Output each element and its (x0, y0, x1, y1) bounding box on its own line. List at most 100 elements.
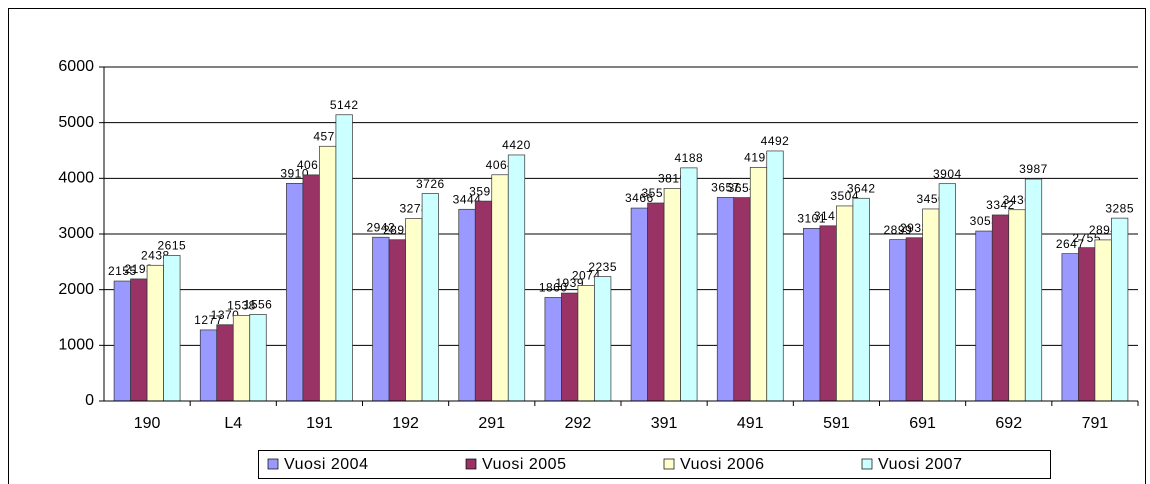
data-label: 3910 (280, 167, 309, 181)
bar (975, 230, 993, 402)
data-label: 3278 (399, 202, 428, 216)
bar (680, 167, 698, 402)
bar (733, 197, 751, 402)
bar (1094, 239, 1112, 402)
legend-box (258, 450, 1051, 479)
legend-label: Vuosi 2006 (680, 456, 764, 473)
bar (889, 239, 907, 402)
data-label: 1370 (211, 308, 240, 322)
x-tick-label: 292 (565, 415, 592, 432)
bar (991, 214, 1010, 402)
data-label: 3466 (625, 191, 654, 205)
bar (302, 174, 320, 402)
bar (577, 285, 595, 402)
data-label: 3904 (933, 167, 962, 181)
data-label: 2438 (141, 248, 170, 262)
legend-label: Vuosi 2007 (878, 456, 962, 473)
data-label: 2235 (588, 260, 617, 274)
data-label: 4420 (502, 138, 531, 152)
data-label: 1939 (555, 276, 584, 290)
data-label: 3450 (916, 192, 945, 206)
bar (163, 255, 181, 402)
bar (749, 167, 768, 402)
data-label: 2933 (900, 221, 929, 235)
bar (905, 237, 923, 402)
data-label: 3657 (711, 181, 740, 195)
data-label: 2899 (883, 223, 912, 237)
data-label: 2074 (572, 269, 601, 283)
bar (249, 314, 267, 402)
bar (405, 218, 423, 402)
y-tick-label: 5000 (58, 114, 94, 131)
bar (716, 197, 735, 402)
data-label: 2894 (1089, 223, 1118, 237)
y-tick-label: 6000 (58, 58, 94, 75)
data-label: 1860 (539, 281, 568, 295)
bar (819, 225, 837, 402)
bar (630, 207, 648, 402)
legend-swatch (465, 458, 477, 470)
data-label: 2755 (1072, 231, 1101, 245)
bar (803, 228, 821, 402)
data-label: 3591 (469, 184, 498, 198)
data-label: 3436 (1003, 193, 1032, 207)
bar (113, 280, 131, 402)
y-tick-label: 4000 (58, 170, 94, 187)
data-label: 3147 (814, 209, 843, 223)
x-tick-label: 191 (306, 415, 333, 432)
bar (421, 193, 439, 402)
data-label: 4062 (297, 158, 326, 172)
bar (199, 329, 218, 402)
data-label: 3504 (830, 189, 859, 203)
bar (594, 276, 612, 402)
data-label: 4197 (744, 151, 773, 165)
bar (561, 292, 579, 402)
data-label: 2155 (108, 264, 137, 278)
legend-label: Vuosi 2004 (284, 456, 368, 473)
bar (663, 188, 681, 402)
data-label: 3987 (1019, 162, 1048, 176)
y-tick-label: 3000 (58, 225, 94, 242)
x-tick-label: 291 (478, 415, 505, 432)
data-label: 3726 (416, 177, 445, 191)
data-label: 3053 (970, 214, 999, 228)
x-tick-label: L4 (224, 415, 242, 432)
y-tick-label: 0 (85, 392, 94, 409)
bar (372, 236, 390, 402)
bar (507, 154, 526, 402)
bar (232, 315, 251, 402)
data-label: 2942 (366, 220, 395, 234)
bar (458, 208, 476, 402)
data-label: 1277 (194, 313, 223, 327)
bar (491, 174, 509, 402)
bar (766, 150, 784, 402)
bar (474, 200, 493, 402)
bar (335, 114, 353, 402)
data-label: 2647 (1056, 237, 1085, 251)
bar (216, 324, 234, 402)
bar (922, 208, 940, 402)
x-tick-label: 791 (1082, 415, 1109, 432)
data-label: 3642 (847, 181, 876, 195)
legend-swatch (663, 458, 675, 470)
x-tick-label: 192 (392, 415, 419, 432)
x-tick-label: 190 (134, 415, 161, 432)
bar (938, 183, 956, 402)
data-label: 4064 (486, 158, 515, 172)
bar (319, 145, 337, 402)
x-tick-label: 692 (995, 415, 1022, 432)
data-label: 3342 (986, 198, 1015, 212)
data-label: 2897 (383, 223, 412, 237)
data-label: 4188 (674, 151, 703, 165)
bar (647, 202, 665, 402)
x-tick-label: 591 (823, 415, 850, 432)
data-label: 3444 (453, 192, 482, 206)
chart-frame (8, 8, 1146, 484)
data-label: 2615 (157, 239, 186, 253)
data-label: 3557 (641, 186, 670, 200)
bar (836, 205, 854, 402)
y-tick-label: 2000 (58, 281, 94, 298)
x-tick-label: 391 (651, 415, 678, 432)
data-label: 5142 (330, 98, 359, 112)
bar (130, 278, 148, 402)
